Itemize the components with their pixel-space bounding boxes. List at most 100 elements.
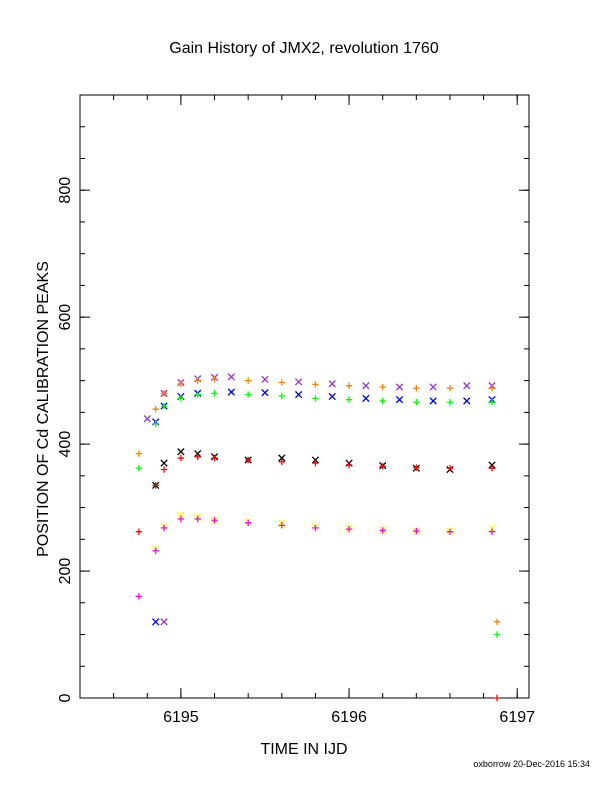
data-point	[294, 378, 303, 386]
data-point	[395, 396, 404, 404]
x-tick-label: 6197	[499, 709, 535, 726]
data-point	[413, 385, 420, 392]
data-point	[177, 515, 185, 523]
data-point	[211, 376, 218, 383]
data-point	[143, 415, 151, 423]
data-point	[379, 527, 386, 534]
data-point	[194, 391, 201, 398]
data-point	[177, 511, 185, 519]
data-point	[463, 382, 471, 390]
data-point	[379, 397, 386, 405]
data-point	[488, 399, 496, 406]
data-point	[278, 458, 285, 466]
data-point	[345, 382, 353, 389]
data-point	[194, 453, 201, 460]
data-point	[429, 397, 437, 405]
y-tick-label: 400	[57, 431, 74, 458]
y-tick-label: 200	[57, 558, 74, 585]
plot-border	[79, 94, 530, 699]
data-point	[152, 420, 159, 427]
data-point	[160, 390, 168, 397]
data-point	[152, 618, 160, 626]
data-point	[312, 459, 319, 467]
series-5	[135, 453, 501, 702]
data-point	[395, 383, 404, 391]
series-3	[135, 390, 501, 638]
series-9	[160, 618, 168, 626]
data-point	[177, 448, 185, 456]
data-point	[261, 389, 269, 397]
data-point	[211, 390, 218, 397]
data-point	[345, 525, 353, 533]
data-point	[177, 395, 185, 402]
data-point	[328, 392, 336, 401]
axis-tick-labels: 6195 6196 6197 0 200 400 600 800	[57, 177, 535, 726]
data-point	[312, 395, 319, 402]
data-point	[160, 524, 168, 532]
data-point	[493, 694, 501, 702]
data-point	[194, 515, 201, 523]
data-point	[379, 383, 386, 391]
data-point	[488, 465, 496, 472]
data-point	[244, 377, 252, 384]
data-point	[362, 394, 370, 403]
data-point	[160, 459, 168, 467]
data-point	[345, 396, 353, 403]
data-point	[493, 631, 501, 638]
data-point	[463, 397, 471, 405]
data-point	[362, 382, 370, 390]
footer-credit: oxborrow 20-Dec-2016 15:34	[473, 759, 590, 769]
data-point	[446, 528, 454, 535]
data-point	[160, 618, 168, 626]
chart-title: Gain History of JMX2, revolution 1760	[169, 40, 439, 57]
series-6	[152, 511, 496, 553]
data-point	[177, 454, 185, 462]
data-point	[244, 519, 252, 527]
y-tick-label: 0	[57, 693, 74, 702]
data-point	[160, 466, 168, 473]
y-tick-label: 800	[57, 177, 74, 204]
data-point	[446, 399, 454, 406]
data-point	[261, 375, 269, 384]
data-point	[493, 618, 501, 626]
data-point	[488, 385, 496, 392]
data-point	[312, 381, 319, 388]
data-point	[135, 528, 143, 535]
data-point	[194, 377, 201, 384]
x-tick-label: 6195	[163, 709, 199, 726]
data-point	[135, 593, 143, 600]
data-point	[345, 461, 353, 469]
data-point	[446, 465, 454, 472]
data-points	[135, 373, 501, 702]
data-point	[413, 464, 420, 471]
data-point	[135, 450, 143, 457]
data-point	[160, 402, 168, 410]
x-axis-label: TIME IN IJD	[260, 741, 347, 758]
data-point	[135, 465, 143, 472]
data-point	[312, 524, 319, 532]
data-point	[328, 380, 336, 388]
data-point	[227, 373, 236, 381]
data-point	[152, 405, 159, 413]
data-point	[413, 399, 420, 406]
axis-ticks	[79, 94, 529, 699]
data-point	[278, 522, 285, 529]
data-point	[177, 380, 185, 388]
data-point	[211, 517, 218, 524]
data-point	[413, 527, 420, 535]
data-point	[278, 454, 286, 462]
data-point	[244, 456, 252, 464]
data-point	[429, 383, 437, 391]
y-tick-label: 600	[57, 304, 74, 331]
data-point	[152, 482, 159, 489]
plot-frame	[79, 94, 530, 699]
y-axis-label: POSITION OF Cd CALIBRATION PEAKS	[35, 261, 52, 557]
data-point	[379, 463, 386, 470]
data-point	[488, 528, 496, 535]
data-point	[152, 547, 159, 554]
series-1	[135, 376, 501, 626]
data-point	[294, 390, 303, 399]
data-point	[244, 391, 252, 398]
series-7	[135, 515, 496, 600]
series-8	[152, 618, 160, 626]
